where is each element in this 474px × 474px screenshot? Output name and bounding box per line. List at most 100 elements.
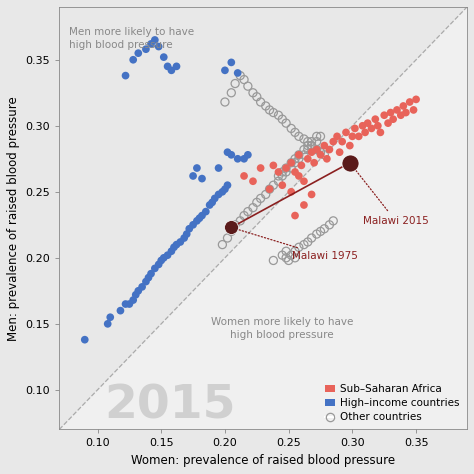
- Point: [228, 89, 235, 97]
- Point: [279, 182, 286, 189]
- Point: [237, 217, 244, 225]
- Point: [338, 138, 346, 146]
- Point: [412, 96, 420, 103]
- Point: [224, 234, 231, 242]
- Point: [348, 133, 356, 140]
- Point: [308, 234, 315, 242]
- Point: [304, 238, 311, 246]
- Point: [198, 212, 206, 219]
- Point: [274, 172, 282, 180]
- Point: [295, 155, 302, 163]
- Point: [270, 109, 277, 117]
- Point: [135, 49, 142, 57]
- Point: [135, 287, 142, 295]
- Point: [206, 201, 213, 209]
- Point: [270, 256, 277, 264]
- Point: [300, 135, 308, 143]
- X-axis label: Women: prevalence of raised blood pressure: Women: prevalence of raised blood pressu…: [131, 454, 395, 467]
- Point: [155, 261, 163, 268]
- Point: [157, 256, 165, 264]
- Point: [129, 56, 137, 64]
- Point: [320, 151, 328, 159]
- Point: [283, 164, 290, 172]
- Point: [257, 98, 264, 106]
- Point: [287, 159, 295, 166]
- Point: [147, 40, 155, 48]
- Point: [320, 225, 328, 233]
- Point: [81, 336, 89, 344]
- Point: [219, 241, 226, 248]
- Point: [129, 296, 137, 304]
- Text: Malawi 2015: Malawi 2015: [352, 165, 428, 226]
- Point: [304, 155, 311, 163]
- Point: [393, 106, 401, 114]
- Point: [151, 264, 159, 272]
- Point: [202, 208, 210, 215]
- Point: [211, 195, 219, 202]
- Point: [308, 142, 315, 149]
- Point: [381, 111, 388, 119]
- Point: [224, 148, 231, 156]
- Point: [244, 208, 252, 215]
- Point: [168, 66, 175, 74]
- Point: [400, 102, 407, 110]
- Point: [291, 155, 299, 163]
- Point: [274, 111, 282, 119]
- Point: [317, 151, 324, 159]
- Point: [317, 148, 324, 156]
- Point: [308, 138, 315, 146]
- Point: [185, 225, 193, 233]
- Point: [323, 155, 331, 163]
- Point: [283, 119, 290, 127]
- Point: [372, 115, 379, 123]
- Point: [300, 177, 308, 185]
- Point: [142, 278, 150, 285]
- Point: [336, 148, 344, 156]
- Point: [313, 146, 320, 154]
- Point: [262, 102, 270, 110]
- Point: [189, 221, 197, 228]
- Point: [308, 142, 315, 149]
- Point: [283, 247, 290, 255]
- Point: [170, 244, 178, 251]
- Point: [300, 151, 308, 159]
- Point: [253, 199, 261, 206]
- Point: [287, 125, 295, 132]
- Point: [313, 230, 320, 238]
- Point: [224, 182, 231, 189]
- Point: [231, 80, 239, 87]
- Point: [310, 159, 318, 166]
- Point: [287, 164, 295, 172]
- Point: [270, 182, 277, 189]
- Point: [228, 151, 235, 159]
- Point: [364, 119, 372, 127]
- Point: [320, 142, 328, 149]
- Point: [274, 177, 282, 185]
- Point: [291, 128, 299, 136]
- Point: [176, 238, 184, 246]
- Point: [304, 142, 311, 149]
- Point: [313, 133, 320, 140]
- Point: [266, 106, 273, 114]
- Point: [298, 162, 305, 169]
- Point: [145, 274, 152, 282]
- Point: [326, 146, 333, 154]
- Point: [122, 300, 129, 308]
- Point: [279, 172, 286, 180]
- Point: [317, 133, 324, 140]
- Point: [374, 122, 382, 129]
- Point: [160, 54, 168, 61]
- Point: [215, 164, 222, 172]
- Point: [295, 151, 302, 159]
- Point: [359, 122, 366, 129]
- Point: [209, 199, 216, 206]
- Point: [244, 82, 252, 90]
- Point: [132, 291, 139, 299]
- Point: [274, 168, 282, 176]
- Point: [300, 241, 308, 248]
- Point: [183, 230, 191, 238]
- Point: [168, 247, 175, 255]
- Point: [160, 254, 168, 262]
- Point: [308, 191, 315, 198]
- Point: [198, 175, 206, 182]
